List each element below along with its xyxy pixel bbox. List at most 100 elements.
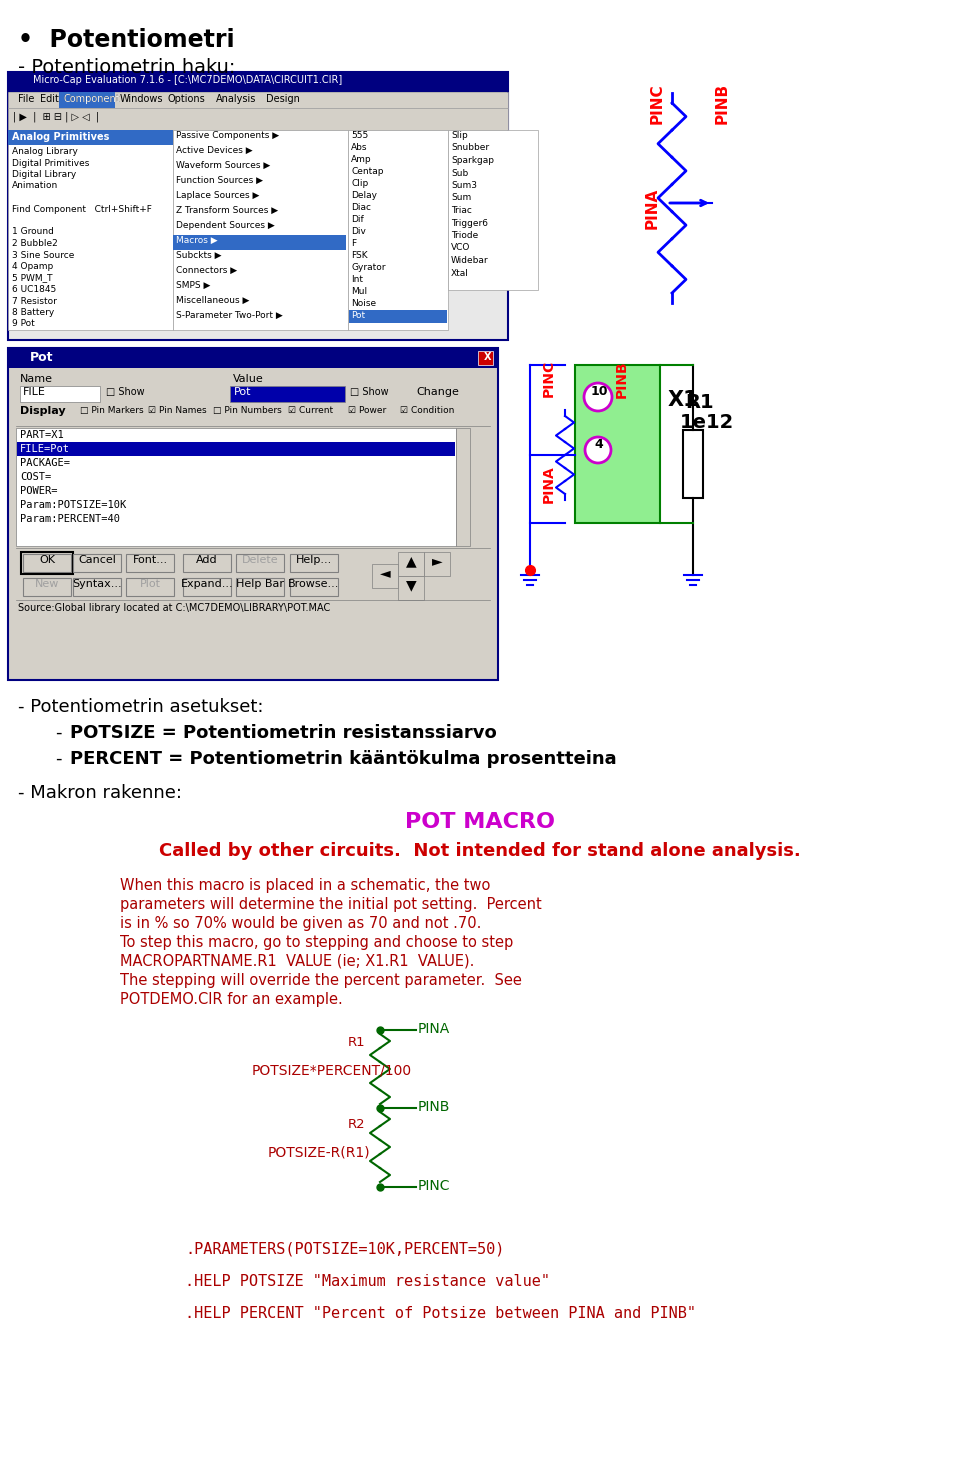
Text: POT MACRO: POT MACRO xyxy=(405,813,555,832)
Text: Plot: Plot xyxy=(139,578,160,589)
Text: Windows: Windows xyxy=(120,94,163,105)
Text: 10: 10 xyxy=(591,386,609,397)
Bar xyxy=(236,553,284,573)
Text: When this macro is placed in a schematic, the two: When this macro is placed in a schematic… xyxy=(120,877,491,894)
Bar xyxy=(17,442,455,456)
Text: Browse...: Browse... xyxy=(288,578,340,589)
Text: POTSIZE-R(R1): POTSIZE-R(R1) xyxy=(268,1147,371,1160)
Text: SMPS ▶: SMPS ▶ xyxy=(176,281,210,290)
Text: PINC: PINC xyxy=(650,82,665,124)
Text: X: X xyxy=(484,352,492,362)
Text: Font...: Font... xyxy=(132,555,168,565)
Bar xyxy=(398,552,424,576)
Text: POTSIZE*PERCENT/100: POTSIZE*PERCENT/100 xyxy=(252,1064,412,1078)
Text: Active Devices ▶: Active Devices ▶ xyxy=(176,146,252,155)
Bar xyxy=(8,347,498,368)
Text: Pot: Pot xyxy=(351,311,365,319)
Text: 1 Ground: 1 Ground xyxy=(12,228,54,237)
Bar xyxy=(8,130,173,146)
Text: □ Show: □ Show xyxy=(350,387,389,397)
Text: Triode: Triode xyxy=(451,231,478,240)
Text: PINC: PINC xyxy=(542,361,556,397)
Text: FILE=Pot: FILE=Pot xyxy=(20,445,70,453)
Text: Diac: Diac xyxy=(351,203,371,212)
Text: Delay: Delay xyxy=(351,191,377,200)
Text: Expand...: Expand... xyxy=(180,578,233,589)
Text: Called by other circuits.  Not intended for stand alone analysis.: Called by other circuits. Not intended f… xyxy=(159,842,801,860)
Text: Laplace Sources ▶: Laplace Sources ▶ xyxy=(176,191,259,200)
Text: Waveform Sources ▶: Waveform Sources ▶ xyxy=(176,160,271,169)
Text: □ Pin Markers: □ Pin Markers xyxy=(80,406,144,415)
Text: .PARAMETERS(POTSIZE=10K,PERCENT=50): .PARAMETERS(POTSIZE=10K,PERCENT=50) xyxy=(185,1242,504,1257)
Text: R1: R1 xyxy=(348,1036,366,1050)
Text: 8 Battery: 8 Battery xyxy=(12,308,55,316)
Text: Help Bar: Help Bar xyxy=(236,578,284,589)
Text: Pot: Pot xyxy=(234,387,252,397)
Text: Subckts ▶: Subckts ▶ xyxy=(176,252,222,261)
Text: ►: ► xyxy=(432,553,443,568)
Bar xyxy=(8,72,508,340)
Bar xyxy=(398,576,424,601)
Bar xyxy=(575,365,660,523)
Text: Sum3: Sum3 xyxy=(451,181,477,190)
Text: Int: Int xyxy=(351,275,363,284)
Text: PINB: PINB xyxy=(615,361,629,397)
Bar xyxy=(73,553,121,573)
Text: F: F xyxy=(351,238,356,247)
Text: Abs: Abs xyxy=(351,143,368,152)
Text: Sub: Sub xyxy=(451,168,468,178)
Text: Param:POTSIZE=10K: Param:POTSIZE=10K xyxy=(20,500,127,509)
Bar xyxy=(8,72,508,91)
Text: Macros ▶: Macros ▶ xyxy=(176,236,218,244)
Text: ☑ Current: ☑ Current xyxy=(288,406,333,415)
Text: Digital Library: Digital Library xyxy=(12,169,76,180)
Text: MACROPARTNAME.R1  VALUE (ie; X1.R1  VALUE).: MACROPARTNAME.R1 VALUE (ie; X1.R1 VALUE)… xyxy=(120,954,474,969)
Text: Miscellaneous ▶: Miscellaneous ▶ xyxy=(176,296,250,305)
Text: | ▶  |  ⊞ ⊟ | ▷ ◁  |: | ▶ | ⊞ ⊟ | ▷ ◁ | xyxy=(13,110,99,122)
Bar xyxy=(23,553,71,573)
Text: Component: Component xyxy=(63,94,120,105)
Text: PINA: PINA xyxy=(645,188,660,230)
Text: 3 Sine Source: 3 Sine Source xyxy=(12,250,74,259)
Text: Noise: Noise xyxy=(351,299,376,308)
Text: FILE: FILE xyxy=(23,387,46,397)
Bar xyxy=(456,428,470,546)
Text: ▲: ▲ xyxy=(406,553,417,568)
Text: -: - xyxy=(55,751,61,768)
Text: - Makron rakenne:: - Makron rakenne: xyxy=(18,785,182,802)
Bar xyxy=(8,91,508,107)
Text: 4 Opamp: 4 Opamp xyxy=(12,262,53,271)
Text: Analysis: Analysis xyxy=(216,94,256,105)
Text: PART=X1: PART=X1 xyxy=(20,430,63,440)
Text: PINB: PINB xyxy=(715,82,730,124)
Bar xyxy=(372,564,398,587)
Text: X1: X1 xyxy=(668,390,699,411)
Text: ▼: ▼ xyxy=(406,578,417,592)
Circle shape xyxy=(585,437,611,464)
Text: 4: 4 xyxy=(594,439,603,450)
Bar xyxy=(349,311,447,322)
Text: .HELP POTSIZE "Maximum resistance value": .HELP POTSIZE "Maximum resistance value" xyxy=(185,1273,550,1289)
Text: PINB: PINB xyxy=(418,1100,450,1114)
Text: Mul: Mul xyxy=(351,287,367,296)
Text: Name: Name xyxy=(20,374,53,384)
Text: ☑ Condition: ☑ Condition xyxy=(400,406,454,415)
Text: Source:Global library located at C:\MC7DEMO\LIBRARY\POT.MAC: Source:Global library located at C:\MC7D… xyxy=(18,604,330,612)
Bar xyxy=(478,350,493,365)
Text: Centap: Centap xyxy=(351,166,383,177)
Text: Slip: Slip xyxy=(451,131,468,140)
Bar xyxy=(683,430,703,498)
Bar xyxy=(8,347,498,680)
Text: - Potentiometrin haku:: - Potentiometrin haku: xyxy=(18,57,235,77)
Bar xyxy=(21,552,73,574)
Text: Dif: Dif xyxy=(351,215,364,224)
Text: ◄: ◄ xyxy=(380,567,391,580)
Bar xyxy=(173,130,348,330)
Text: Div: Div xyxy=(351,227,366,236)
Text: Passive Components ▶: Passive Components ▶ xyxy=(176,131,279,140)
Text: Find Component   Ctrl+Shift+F: Find Component Ctrl+Shift+F xyxy=(12,205,152,213)
Text: POTSIZE = Potentiometrin resistanssiarvo: POTSIZE = Potentiometrin resistanssiarvo xyxy=(70,724,496,742)
Text: 6 UC1845: 6 UC1845 xyxy=(12,286,57,294)
Text: Dependent Sources ▶: Dependent Sources ▶ xyxy=(176,221,275,230)
Text: 7 Resistor: 7 Resistor xyxy=(12,296,57,306)
